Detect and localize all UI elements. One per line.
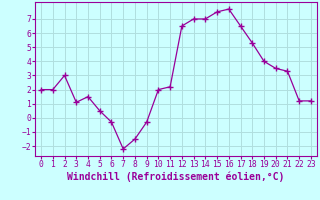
X-axis label: Windchill (Refroidissement éolien,°C): Windchill (Refroidissement éolien,°C) xyxy=(67,172,285,182)
